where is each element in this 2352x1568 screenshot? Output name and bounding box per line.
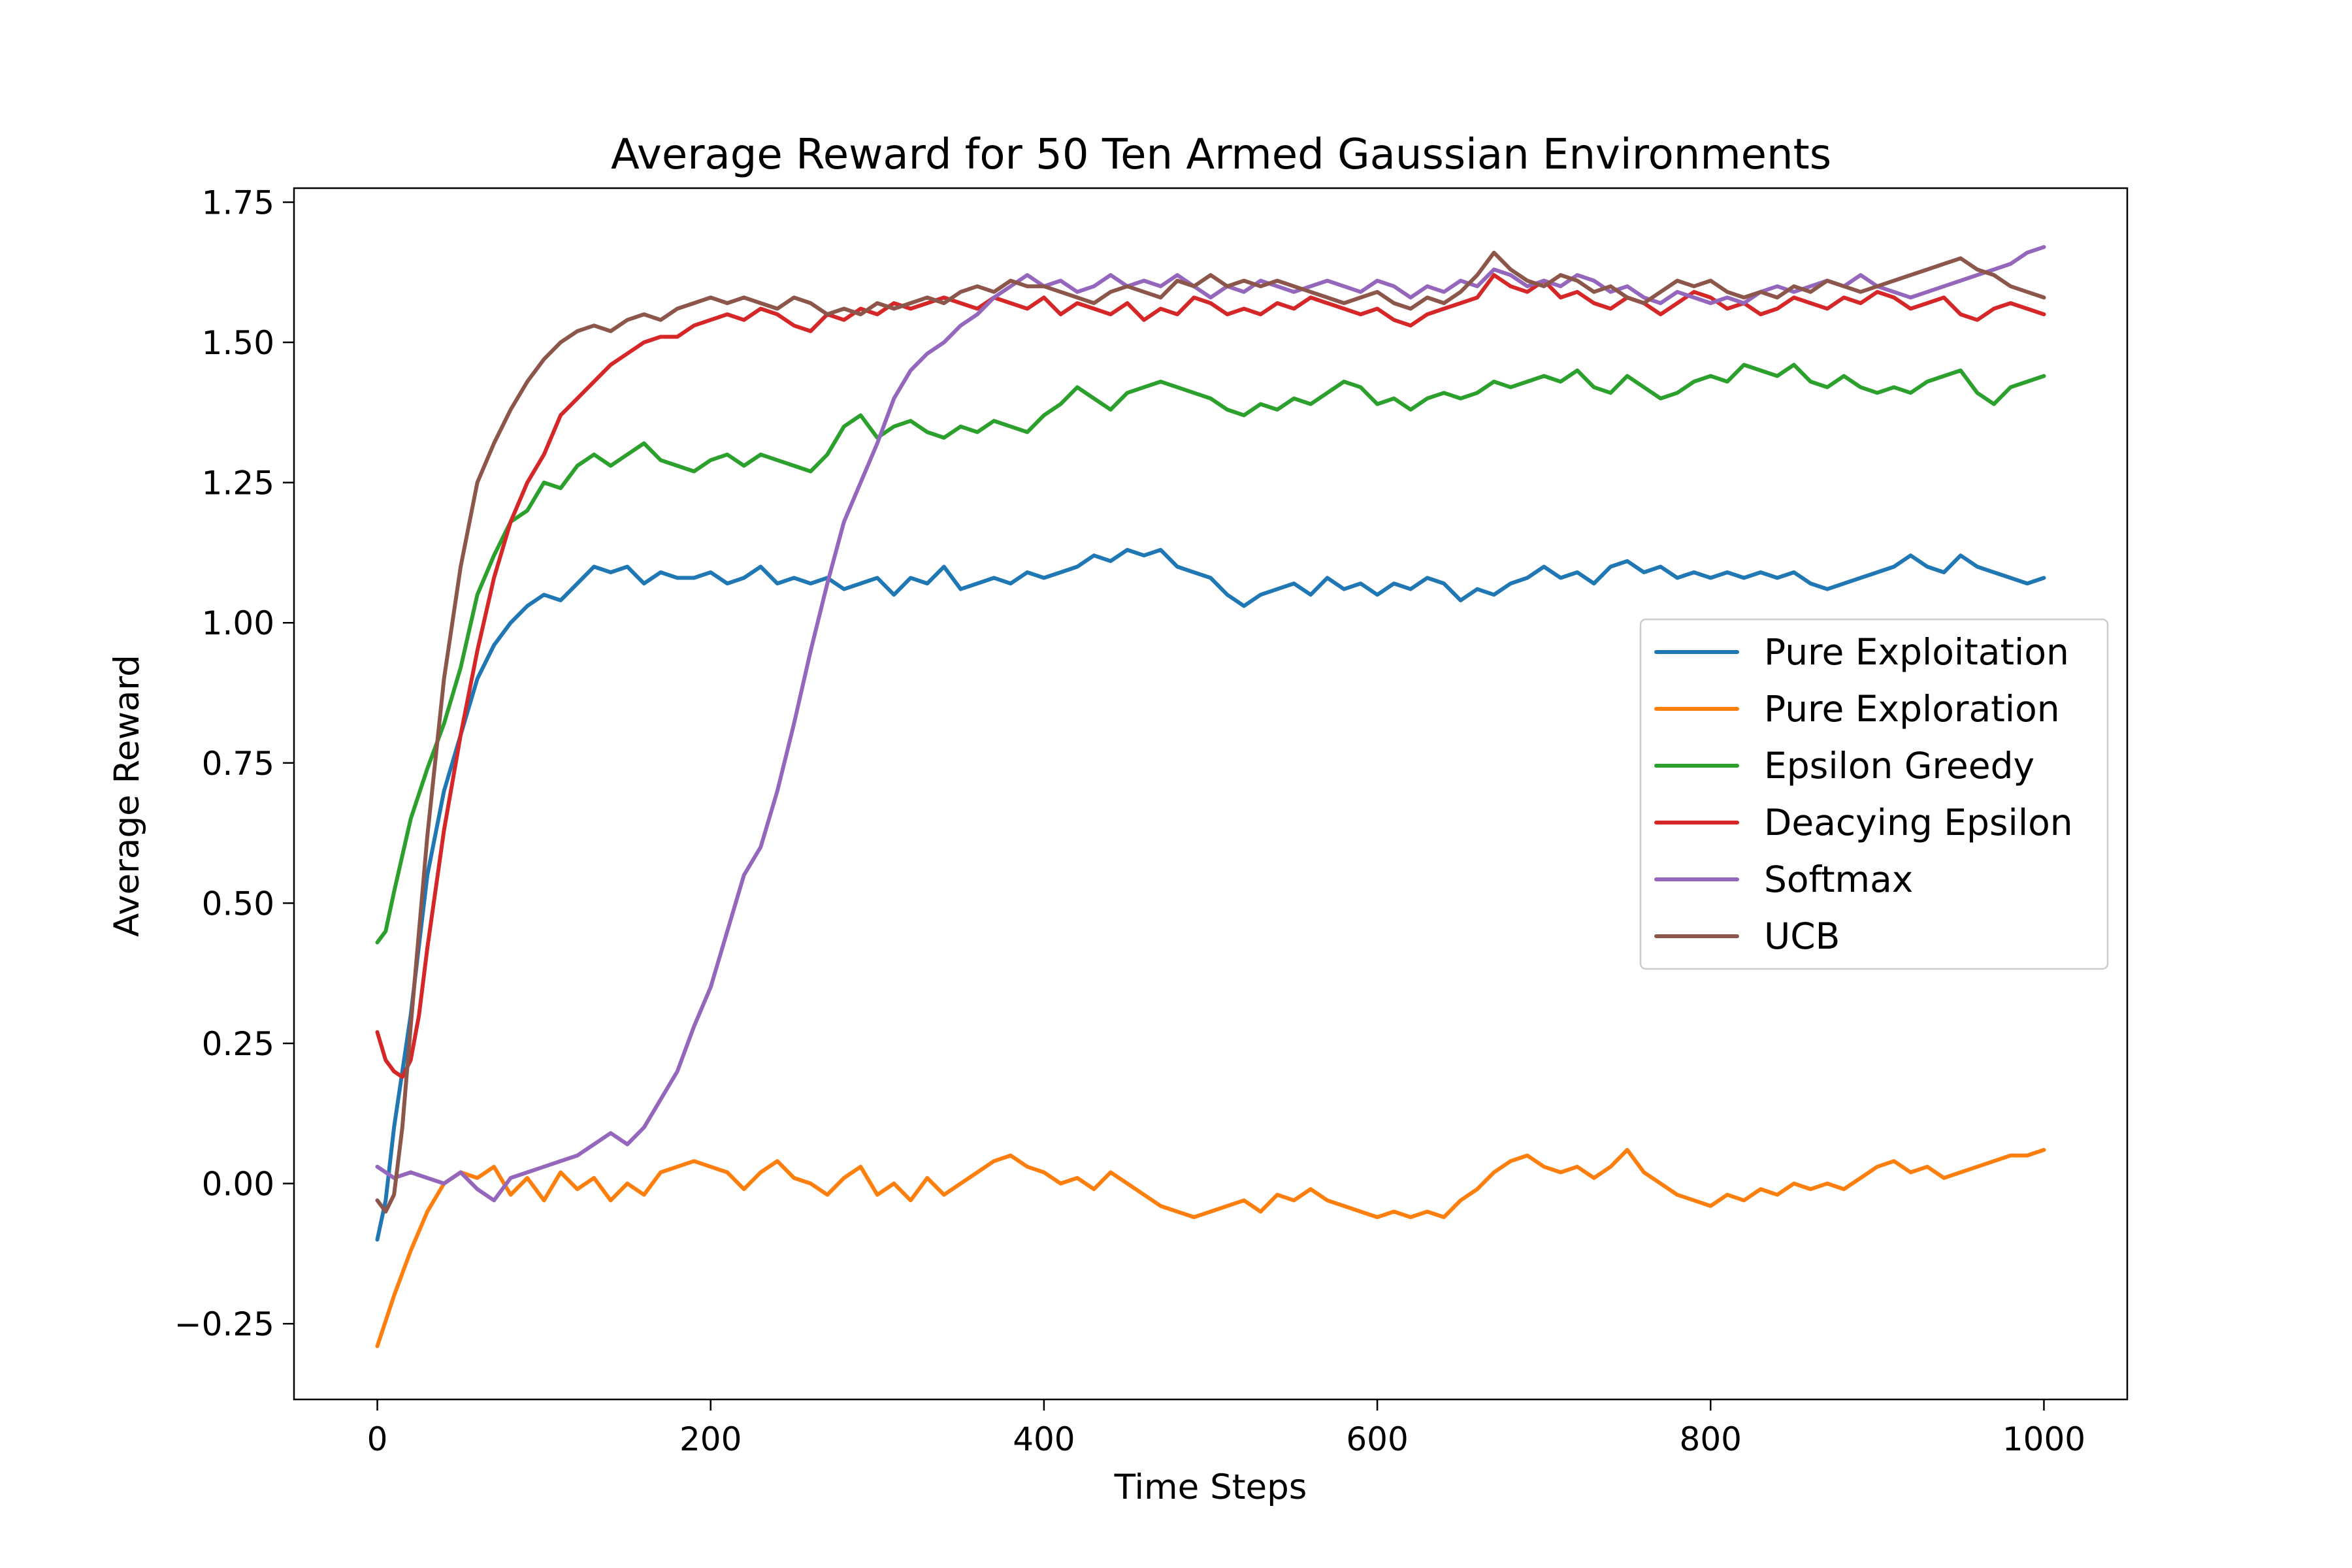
x-tick-label: 400	[1013, 1420, 1075, 1458]
y-tick-label: 0.50	[202, 885, 274, 923]
chart-title: Average Reward for 50 Ten Armed Gaussian…	[611, 131, 1831, 179]
y-tick-label: 1.25	[202, 465, 274, 502]
legend-label: Pure Exploitation	[1764, 631, 2069, 673]
x-tick-label: 200	[679, 1420, 742, 1458]
x-tick-label: 0	[367, 1420, 388, 1458]
legend-box	[1639, 618, 2109, 970]
x-tick-label: 600	[1346, 1420, 1408, 1458]
y-tick-label: 0.75	[202, 745, 274, 783]
plot-lines	[375, 245, 2046, 1348]
y-tick-label: −0.25	[174, 1305, 274, 1343]
legend-label: Pure Exploration	[1764, 688, 2060, 730]
y-axis-label: Average Reward	[107, 655, 147, 937]
legend-label: Deacying Epsilon	[1764, 802, 2073, 843]
legend: Pure Exploitation Pure Exploration Epsilon…	[1639, 618, 2109, 970]
y-tick-label: 0.25	[202, 1025, 274, 1063]
series-line-3	[375, 363, 2046, 945]
legend-label: Softmax	[1764, 858, 1913, 900]
plot-frame	[293, 187, 2129, 1401]
legend-label: UCB	[1764, 915, 1840, 957]
series-line-2	[375, 1148, 2046, 1348]
x-axis-label: Time Steps	[1114, 1467, 1307, 1507]
series-line-4	[375, 273, 2046, 1079]
series-line-5	[375, 245, 2046, 1203]
y-tick-label: 1.75	[202, 184, 274, 221]
y-axis-ticks: −0.25 0.00 0.25 0.50 0.75 1.00 1.25 1.50 1.75	[174, 184, 294, 1343]
y-tick-label: 0.00	[202, 1166, 274, 1203]
x-tick-label: 800	[1680, 1420, 1742, 1458]
legend-label: Epsilon Greedy	[1764, 745, 2034, 787]
x-axis-ticks: 0 200 400 600 800 1000	[367, 1399, 2085, 1458]
series-line-6	[375, 250, 2046, 1214]
x-tick-label: 1000	[2002, 1420, 2085, 1458]
y-tick-label: 1.50	[202, 324, 274, 362]
series-line-1	[375, 547, 2046, 1242]
y-tick-label: 1.00	[202, 604, 274, 642]
